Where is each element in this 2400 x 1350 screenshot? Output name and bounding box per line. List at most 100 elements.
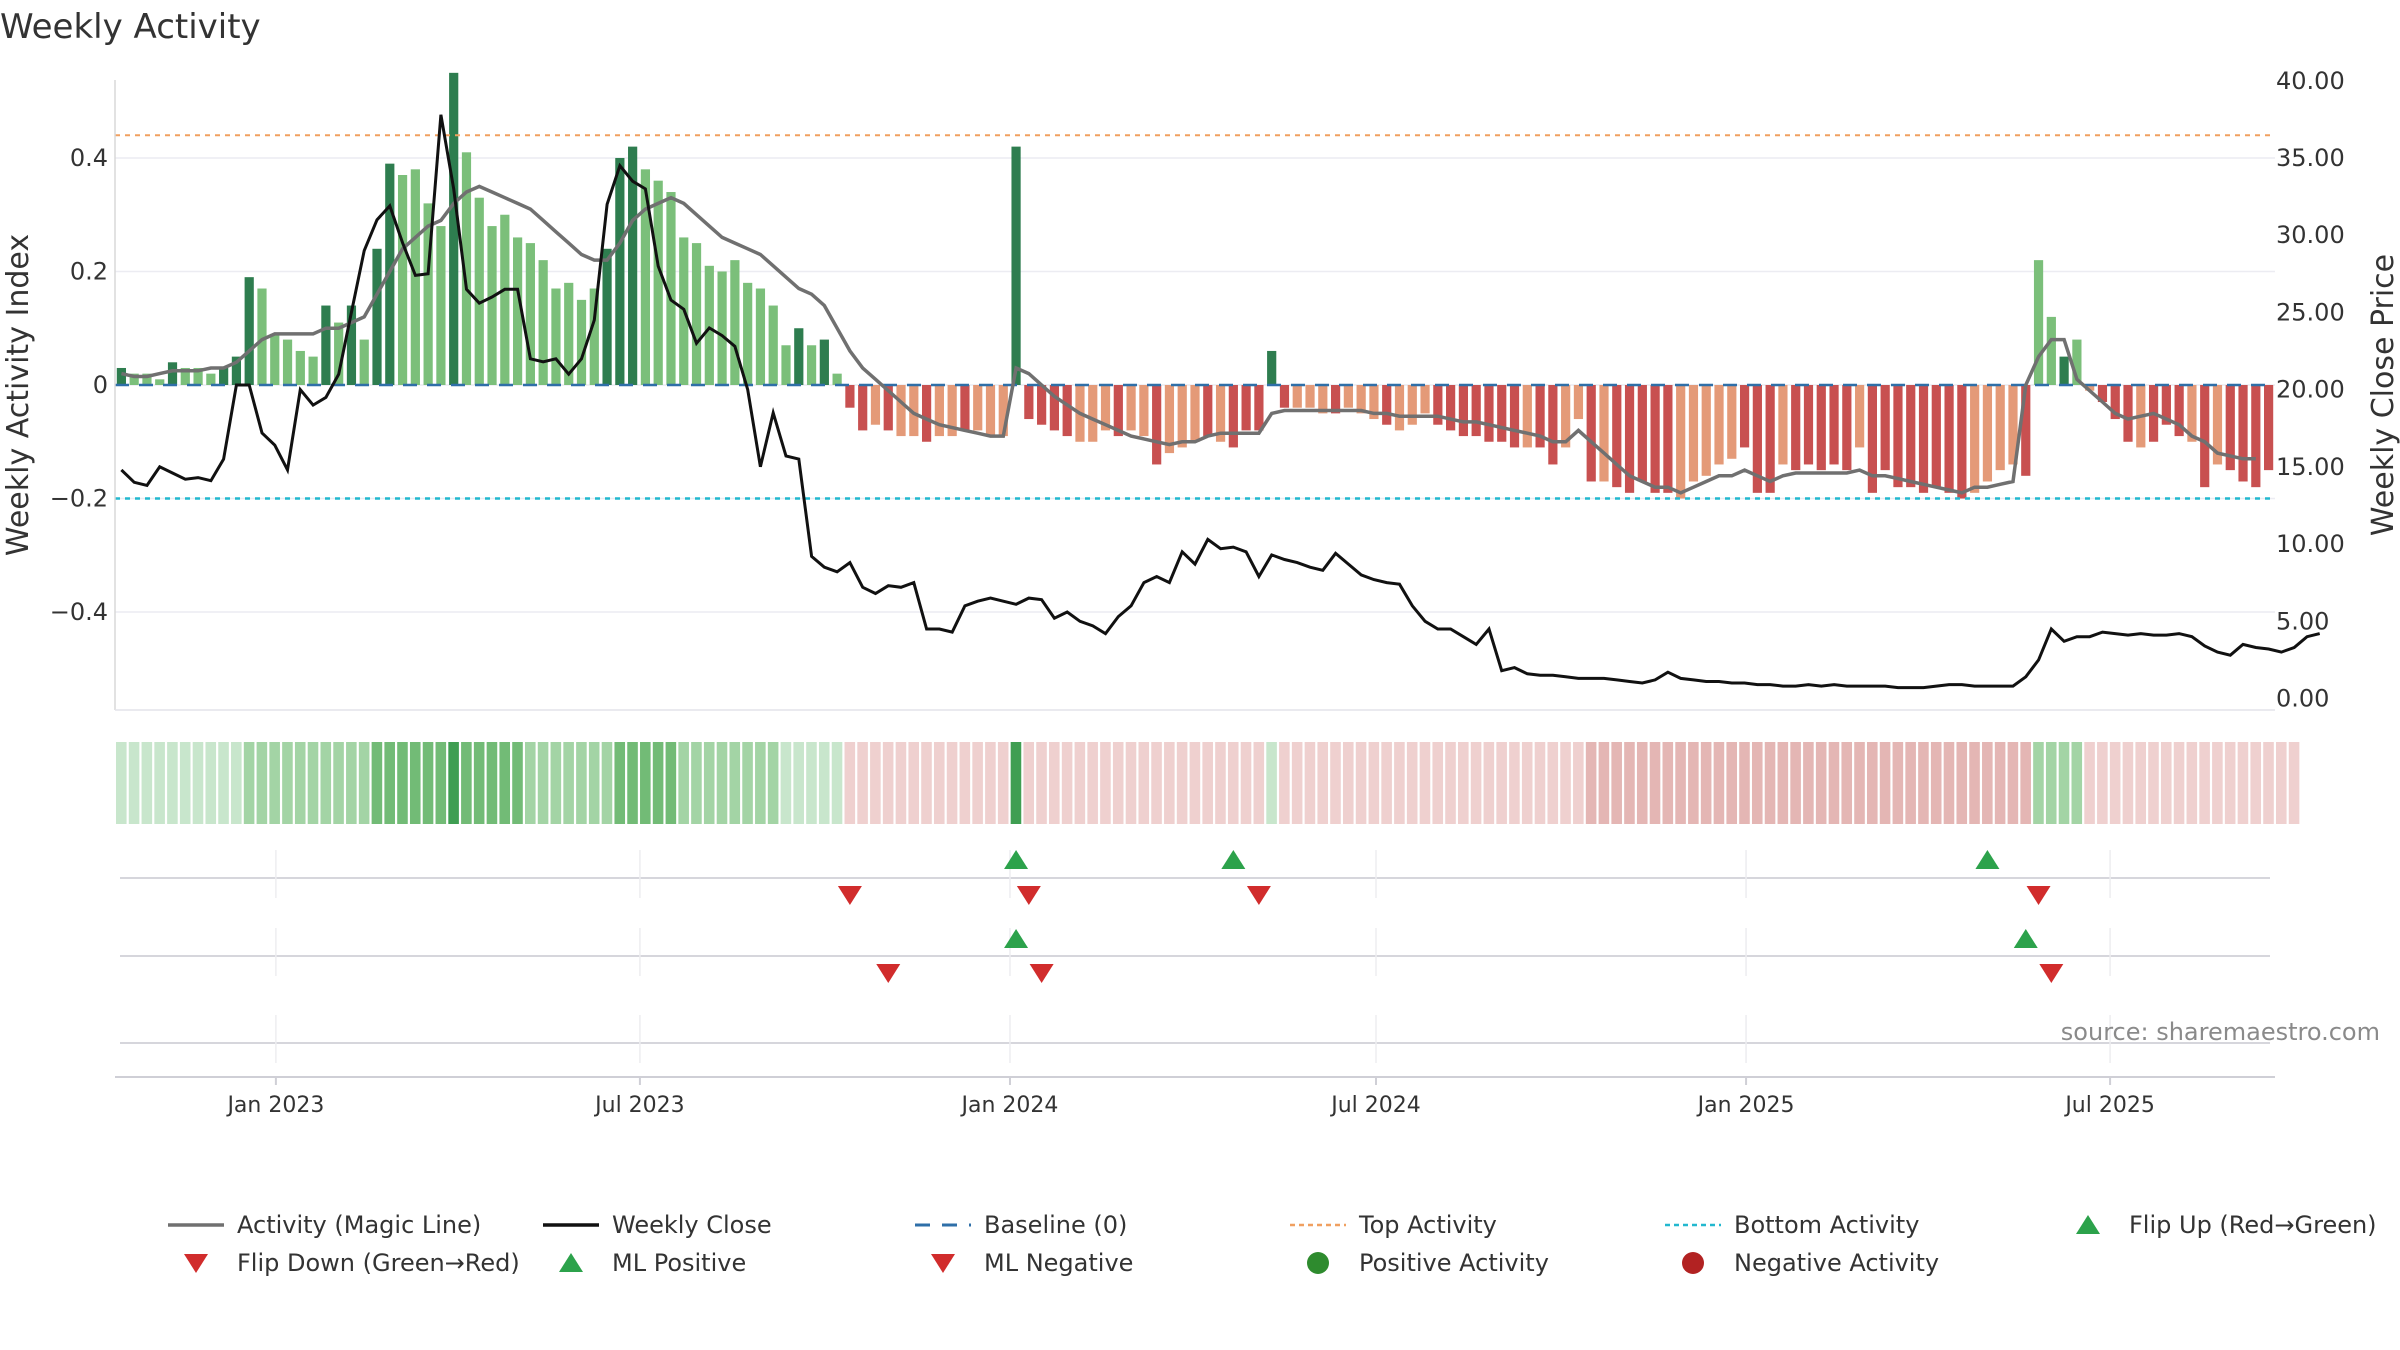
activity-bar (1982, 385, 1993, 482)
legend-swatch-triangle-up (2076, 1215, 2100, 1234)
activity-bar (487, 226, 497, 385)
activity-bar (1100, 385, 1111, 431)
activity-bar (1177, 385, 1187, 448)
ml-negative-marker (2039, 964, 2064, 983)
ml-negative-marker (1029, 964, 1054, 983)
heat-strip-cell (1279, 742, 1290, 824)
heat-strip-cell (716, 742, 728, 824)
heat-strip-cell (640, 742, 651, 824)
activity-bar (921, 385, 932, 442)
activity-bar (628, 146, 638, 385)
y-tick-left: −0.4 (50, 598, 108, 626)
heat-strip-cell (2212, 742, 2223, 824)
heat-strip-cell (1036, 742, 1047, 824)
activity-bar (1241, 385, 1251, 431)
heat-strip-cell (2160, 742, 2172, 824)
y-tick-right: 25.00 (2276, 298, 2345, 326)
heat-strip-cell (1585, 742, 1597, 824)
activity-bar (768, 305, 778, 385)
activity-bar (1816, 385, 1826, 471)
heat-strip-cell (1010, 742, 1022, 824)
heat-strip-cell (243, 742, 255, 824)
legend-label: Flip Up (Red→Green) (2129, 1211, 2377, 1239)
heat-strip-cell (294, 742, 306, 824)
activity-bar (1330, 385, 1341, 414)
activity-bar (1215, 385, 1226, 442)
activity-bar (1739, 385, 1750, 448)
activity-bars (116, 72, 2274, 499)
activity-bar (1650, 385, 1660, 493)
activity-bar (2174, 385, 2184, 437)
activity-bar (193, 367, 203, 385)
activity-bar (449, 72, 459, 386)
activity-bar (1637, 385, 1647, 482)
activity-bar (564, 282, 574, 385)
activity-bar (538, 260, 548, 385)
legend-swatch-triangle-down (184, 1254, 208, 1273)
heat-strip-cell (167, 742, 178, 824)
heat-strip-cell (2276, 742, 2287, 824)
activity-bar (2110, 385, 2120, 420)
activity-bar (321, 305, 331, 385)
activity-bar (2161, 385, 2171, 425)
heat-strip-cell (2250, 742, 2262, 824)
heat-strip-cell (614, 742, 626, 824)
heat-strip-cell (1751, 742, 1763, 824)
activity-bar (589, 288, 599, 385)
heat-strip-cell (1879, 742, 1891, 824)
heat-strip-cell (1432, 742, 1444, 824)
heat-strip-cell (473, 742, 485, 824)
heat-strip-cell (2045, 742, 2057, 824)
heat-strip-cell (1419, 742, 1431, 824)
source-credit: source: sharemaestro.com (2061, 1018, 2380, 1046)
activity-bar (2033, 260, 2044, 385)
activity-bar (1267, 350, 1277, 385)
heat-strip-cell (422, 742, 434, 824)
legend-label: Top Activity (1358, 1211, 1497, 1239)
activity-bar (436, 226, 446, 385)
activity-bar (1548, 385, 1558, 465)
activity-bar (2072, 339, 2082, 385)
activity-bar (244, 277, 254, 385)
activity-bar (513, 237, 523, 385)
heat-strip-cell (601, 742, 613, 824)
activity-bar (1701, 385, 1711, 476)
activity-bar (2251, 385, 2261, 488)
activity-bar (397, 175, 408, 385)
activity-bar (1228, 385, 1238, 448)
activity-bar (295, 350, 305, 385)
activity-bar (947, 385, 957, 437)
heat-strip-cell (767, 742, 779, 824)
activity-bar (1471, 385, 1481, 437)
activity-heat-strip (116, 742, 2300, 824)
heat-strip-cell (307, 742, 319, 824)
heat-strip-cell (2288, 742, 2300, 824)
heat-strip-cell (588, 742, 600, 824)
heat-strip-cell (537, 742, 549, 824)
activity-bar (1688, 385, 1699, 482)
flip-up-marker (1975, 850, 2000, 869)
activity-bar (2212, 385, 2223, 465)
activity-bar (615, 157, 625, 385)
chart-title: Weekly Activity (0, 7, 261, 47)
heat-strip-cell (857, 742, 868, 824)
heat-strip-cell (818, 742, 830, 824)
activity-bar (717, 271, 727, 385)
activity-bar (1190, 385, 1200, 442)
heat-strip-cell (2020, 742, 2031, 824)
activity-bar (985, 385, 996, 437)
activity-bar (2264, 385, 2274, 471)
activity-bar (1203, 385, 1213, 437)
heat-strip-cell (959, 742, 971, 824)
heat-strip-cell (1074, 742, 1086, 824)
heat-strip-cell (755, 742, 766, 824)
heat-strip-cell (1023, 742, 1035, 824)
heat-strip-cell (1943, 742, 1955, 824)
activity-bar (1394, 385, 1405, 431)
y-tick-left: −0.2 (50, 485, 108, 513)
heat-strip-cell (1176, 742, 1188, 824)
heat-strip-cell (2122, 742, 2134, 824)
activity-bar (1842, 385, 1852, 471)
heat-strip-cell (269, 742, 280, 824)
